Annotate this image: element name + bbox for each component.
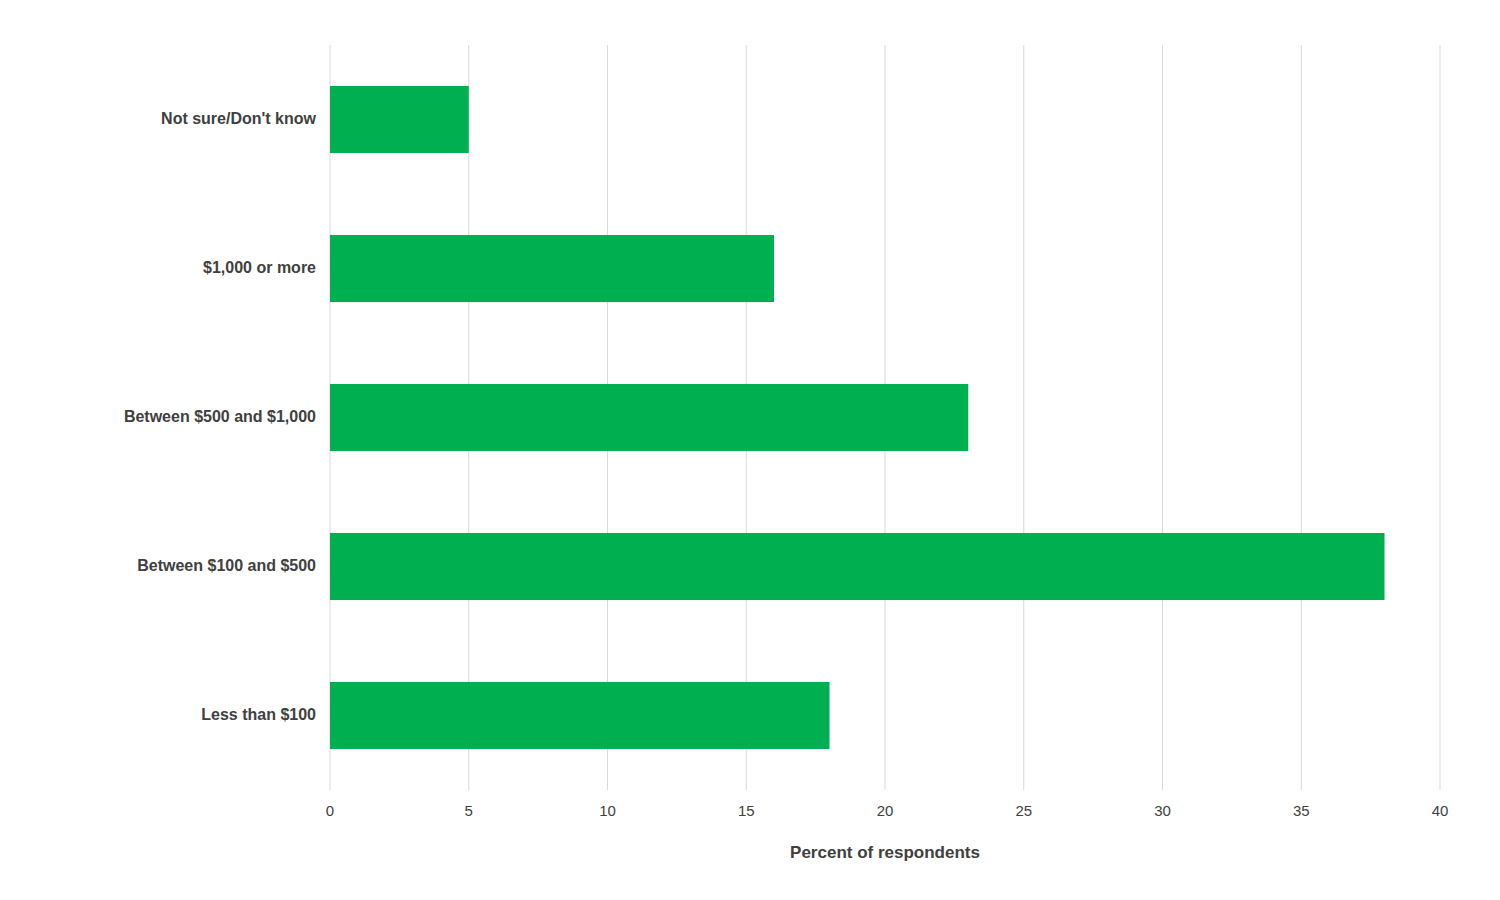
bar bbox=[330, 384, 968, 451]
bars bbox=[330, 86, 1385, 749]
tick-label: 15 bbox=[738, 802, 755, 819]
grid-line bbox=[1023, 45, 1024, 790]
category-label: Between $500 and $1,000 bbox=[124, 408, 316, 425]
tick-label: 20 bbox=[877, 802, 894, 819]
bar bbox=[330, 533, 1385, 600]
tick-label: 25 bbox=[1015, 802, 1032, 819]
tick-label: 0 bbox=[326, 802, 334, 819]
tick-label: 5 bbox=[465, 802, 473, 819]
grid-line bbox=[1301, 45, 1302, 790]
category-label: Less than $100 bbox=[201, 706, 316, 723]
category-label: Not sure/Don't know bbox=[161, 110, 316, 127]
chart-container: 0 5 10 15 20 25 30 35 40 Less than $100 Between $1… bbox=[0, 0, 1500, 900]
grid-line bbox=[1440, 45, 1441, 790]
category-label: Between $100 and $500 bbox=[137, 557, 316, 574]
x-axis-label: Percent of respondents bbox=[790, 843, 980, 862]
grid-line bbox=[1162, 45, 1163, 790]
tick-label: 35 bbox=[1293, 802, 1310, 819]
category-label: $1,000 or more bbox=[203, 259, 316, 276]
bar bbox=[330, 235, 774, 302]
bar bbox=[330, 682, 830, 749]
bar bbox=[330, 86, 469, 153]
tick-label: 30 bbox=[1154, 802, 1171, 819]
x-ticks: 0 5 10 15 20 25 30 35 40 bbox=[326, 802, 1449, 819]
y-ticks: Less than $100 Between $100 and $500 Betwe… bbox=[124, 110, 317, 723]
tick-label: 10 bbox=[599, 802, 616, 819]
tick-label: 40 bbox=[1432, 802, 1449, 819]
chart: 0 5 10 15 20 25 30 35 40 Less than $100 Between $1… bbox=[0, 0, 1500, 900]
grid bbox=[330, 45, 1440, 790]
